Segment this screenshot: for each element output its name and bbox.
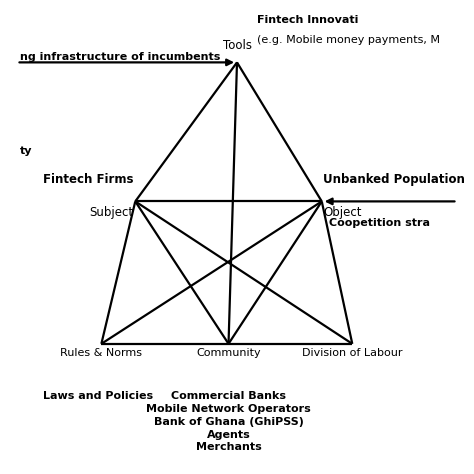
Text: Tools: Tools [222,39,252,52]
Text: ty: ty [20,146,33,155]
Text: Object: Object [323,207,362,219]
Text: (e.g. Mobile money payments, M: (e.g. Mobile money payments, M [257,35,440,45]
Text: Coopetition stra: Coopetition stra [328,219,429,228]
Text: Commercial Banks
Mobile Network Operators
Bank of Ghana (GhiPSS)
Agents
Merchant: Commercial Banks Mobile Network Operator… [146,391,311,453]
Text: Community: Community [196,348,261,358]
Text: ng infrastructure of incumbents: ng infrastructure of incumbents [20,52,220,62]
Text: Rules & Norms: Rules & Norms [60,348,142,358]
Text: Unbanked Population: Unbanked Population [323,173,465,186]
Text: Fintech Innovati: Fintech Innovati [257,15,359,25]
Text: Division of Labour: Division of Labour [302,348,402,358]
Text: Fintech Firms: Fintech Firms [43,173,134,186]
Text: Subject: Subject [90,207,134,219]
Text: Laws and Policies: Laws and Policies [43,391,153,401]
